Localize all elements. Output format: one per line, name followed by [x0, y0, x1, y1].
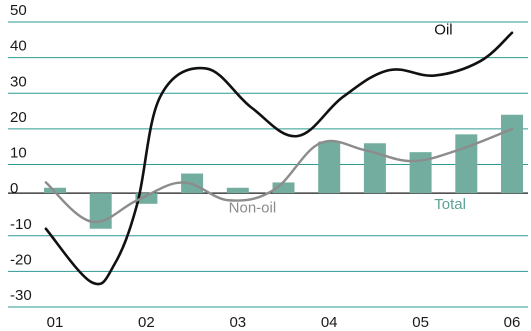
- line-oil: [44, 31, 514, 286]
- bar-total: [318, 141, 341, 194]
- y-tick-label: 20: [10, 109, 27, 126]
- y-tick-label: 50: [10, 2, 27, 19]
- ylabels-layer: 50 40 30 20 10 0 -10 -20 -30: [10, 2, 32, 304]
- bars-layer: [44, 114, 523, 229]
- y-tick-label: 0: [10, 180, 18, 197]
- y-tick-label: 30: [10, 73, 27, 90]
- x-tick-label: 02: [138, 314, 155, 331]
- x-tick-label: 03: [229, 314, 246, 331]
- bar-total: [363, 143, 386, 194]
- bar-total: [89, 193, 112, 229]
- y-tick-label: -30: [10, 287, 32, 304]
- bar-total: [501, 114, 523, 194]
- y-tick-label: -20: [10, 251, 32, 268]
- series-label-total: Total: [434, 196, 466, 213]
- x-tick-label: 06: [504, 314, 521, 331]
- lines-layer: [44, 31, 514, 286]
- series-label-non-oil: Non-oil: [229, 200, 277, 217]
- annot-layer: Oil Non-oil Total: [229, 22, 466, 217]
- y-tick-label: -10: [10, 216, 32, 233]
- bar-total: [272, 182, 295, 194]
- x-tick-label: 04: [321, 314, 338, 331]
- bar-total: [409, 152, 432, 194]
- x-tick-label: 01: [47, 314, 64, 331]
- grid-layer: [8, 21, 528, 308]
- y-tick-label: 40: [10, 38, 27, 55]
- x-tick-label: 05: [412, 314, 429, 331]
- series-label-oil: Oil: [434, 22, 452, 39]
- bar-total: [226, 187, 249, 194]
- y-tick-label: 10: [10, 145, 27, 162]
- bar-total: [135, 193, 158, 204]
- line-non-oil: [44, 127, 514, 224]
- xlabels-layer: 01 02 03 04 05 06: [47, 314, 521, 331]
